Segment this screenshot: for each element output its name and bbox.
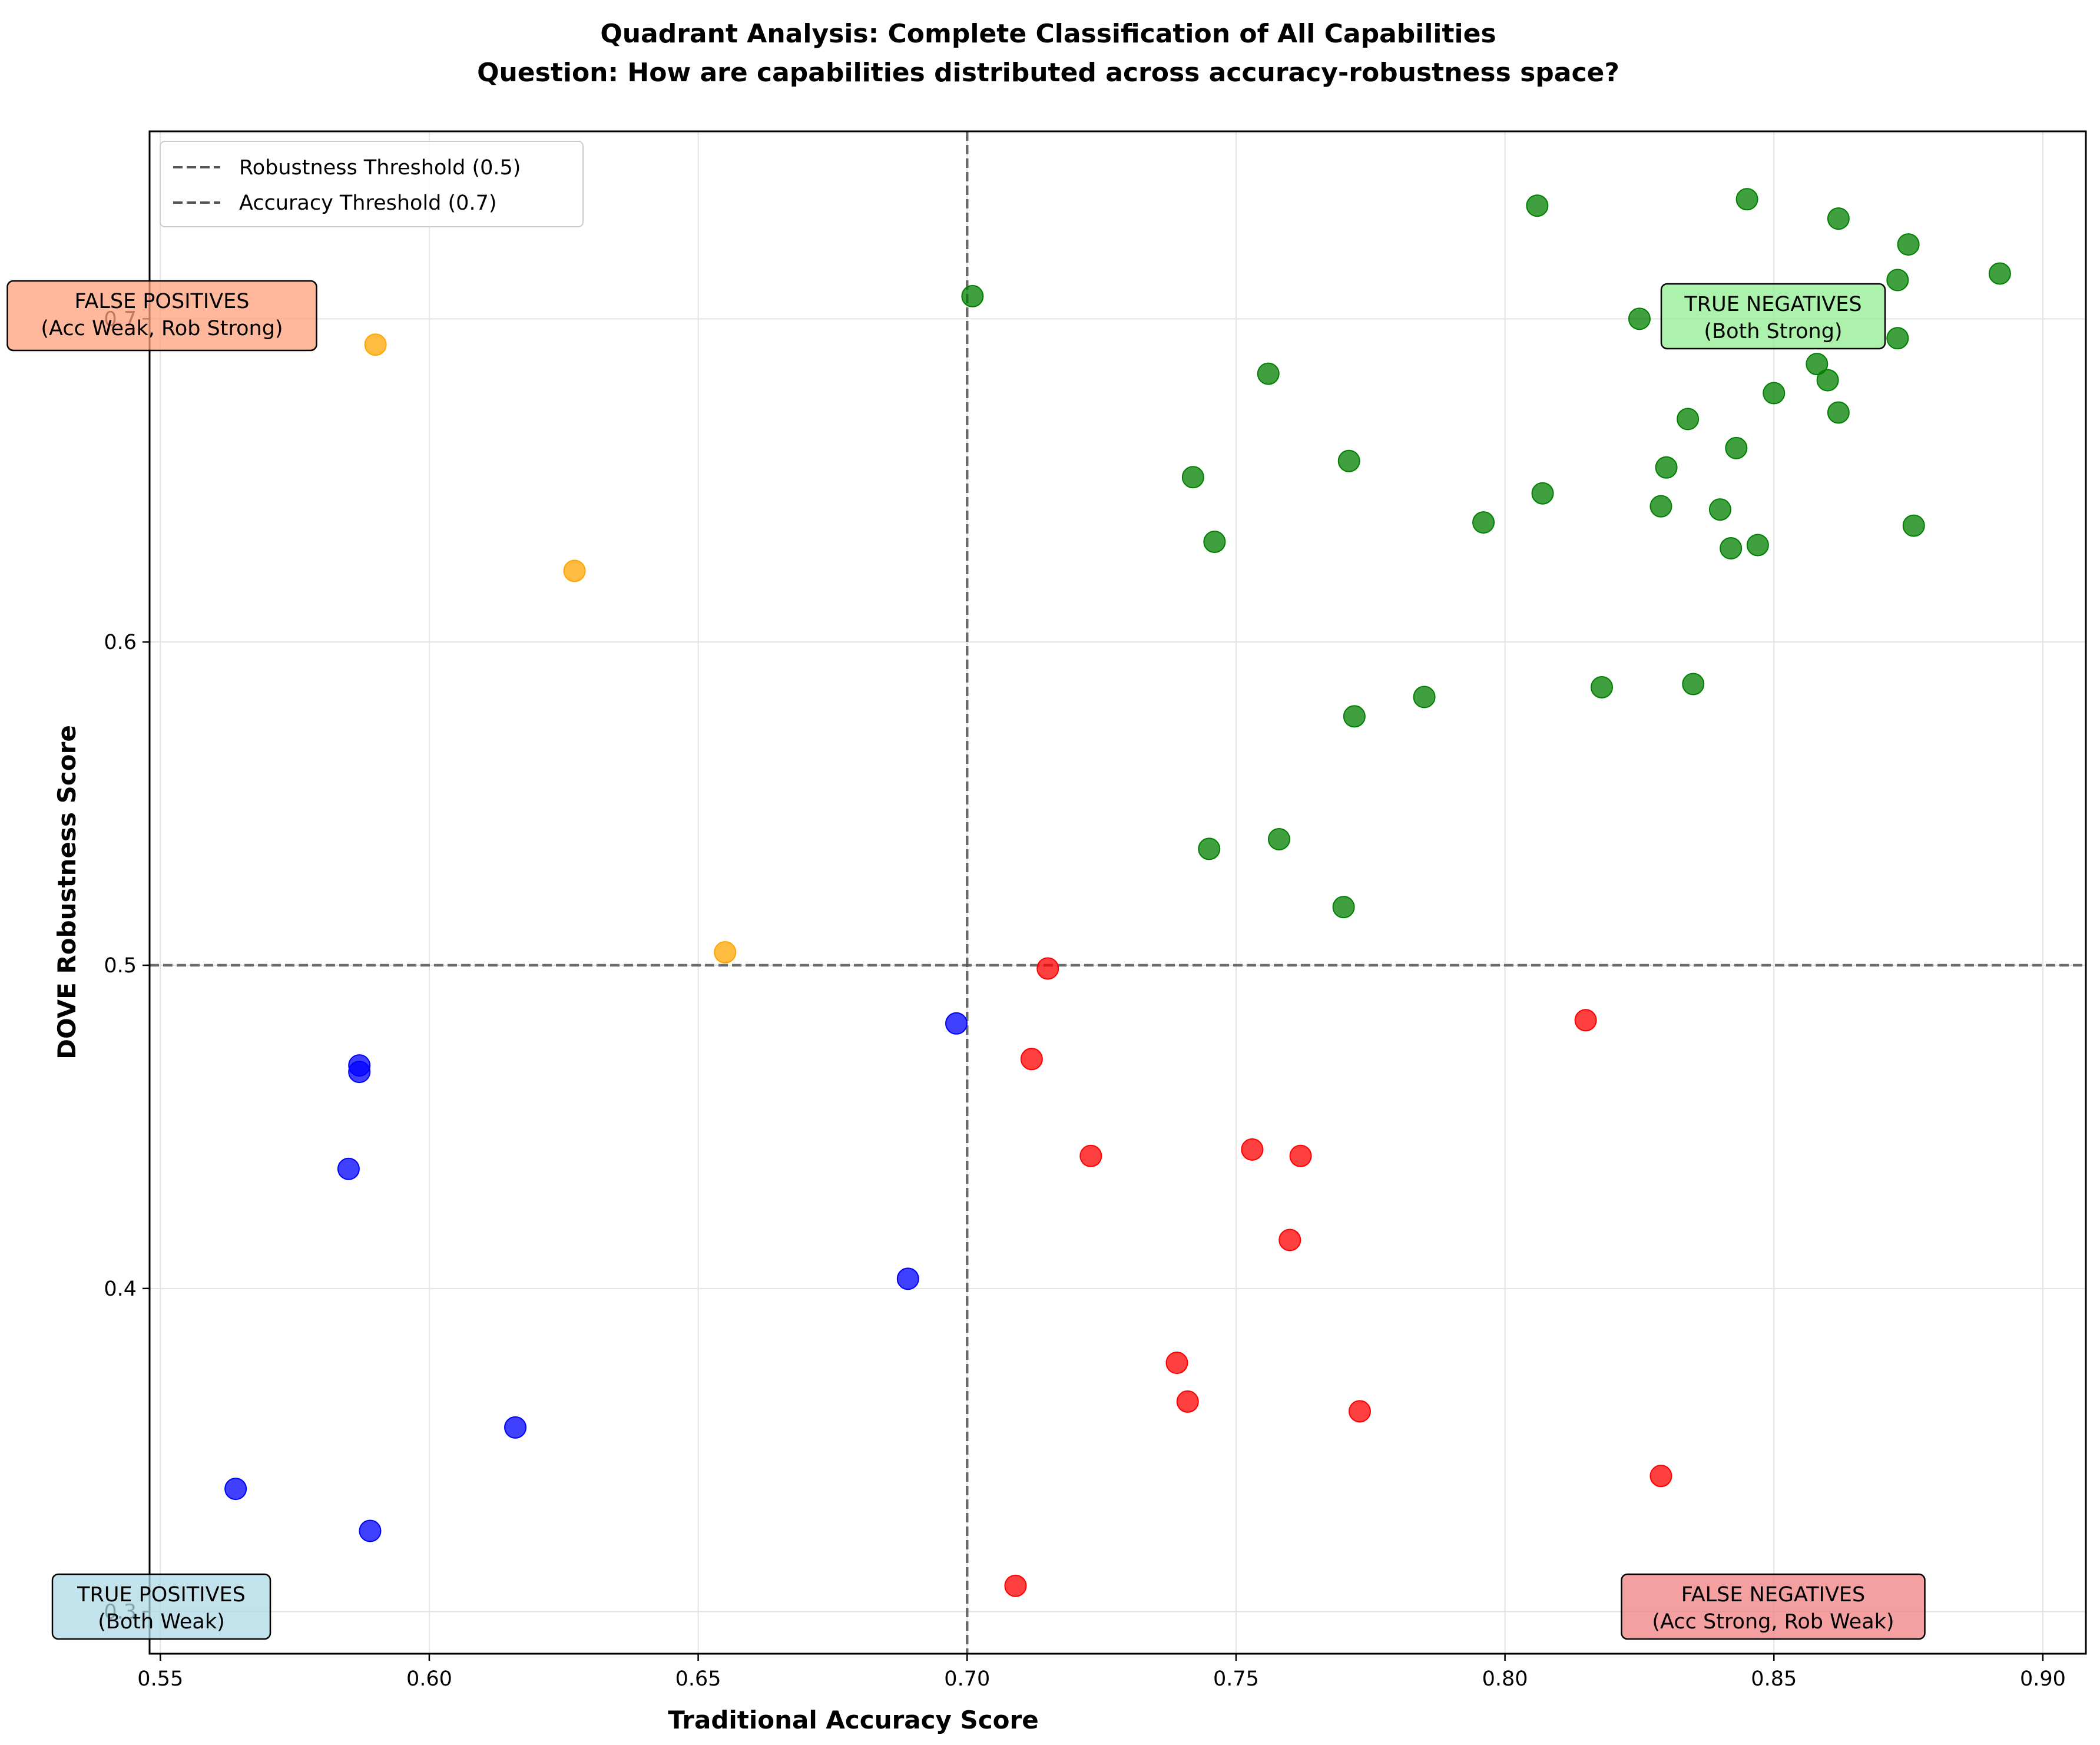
data-point [1268, 827, 1290, 850]
x-tick-label: 0.70 [944, 1667, 990, 1691]
quadrant-label-box [51, 1573, 271, 1640]
data-point [359, 1519, 382, 1542]
data-point [1988, 262, 2011, 285]
data-point [1036, 957, 1059, 980]
quadrant-label-box [1660, 283, 1886, 350]
data-point [1343, 705, 1366, 728]
legend-box [160, 141, 584, 227]
y-axis-label: DOVE Robustness Score [52, 725, 81, 1059]
data-point [1806, 353, 1829, 376]
data-point [1176, 1390, 1199, 1413]
data-point [1181, 466, 1204, 489]
y-tick-label: 0.6 [104, 631, 137, 654]
legend-label-accuracy: Accuracy Threshold (0.7) [239, 191, 497, 215]
data-point [1649, 1465, 1672, 1488]
data-point [1886, 327, 1909, 350]
data-point [1337, 449, 1360, 472]
chart-subtitle: Question: How are capabilities distribut… [477, 58, 1619, 88]
x-tick-label: 0.90 [2020, 1667, 2066, 1691]
data-point [961, 284, 984, 307]
data-point [1198, 837, 1221, 860]
legend-label-robustness: Robustness Threshold (0.5) [239, 156, 521, 180]
data-point [224, 1478, 247, 1501]
quadrant-label-title: TRUE POSITIVES [77, 1583, 246, 1607]
x-axis-label: Traditional Accuracy Score [668, 1706, 1039, 1734]
data-point [896, 1267, 919, 1290]
data-point [1720, 537, 1743, 559]
y-tick-label: 0.5 [104, 954, 137, 978]
quadrant-label-box [1621, 1573, 1926, 1640]
data-point [1165, 1352, 1188, 1375]
data-point [1816, 369, 1839, 392]
data-point [1902, 514, 1925, 537]
data-point [1897, 233, 1920, 256]
data-point [1413, 686, 1436, 708]
chart-title: Quadrant Analysis: Complete Classificati… [600, 19, 1496, 49]
data-point [348, 1061, 371, 1084]
legend: Robustness Threshold (0.5) Accuracy Thre… [160, 141, 584, 227]
quadrant-labels: FALSE POSITIVES (Acc Weak, Rob Strong) TRU… [6, 280, 1926, 1640]
data-point [1682, 673, 1705, 696]
data-point [1526, 194, 1549, 217]
data-point [337, 1157, 360, 1180]
data-point [945, 1012, 968, 1035]
quadrant-label-subtitle: (Acc Weak, Rob Strong) [41, 317, 283, 340]
data-point [1827, 207, 1850, 230]
data-point [1708, 498, 1731, 521]
data-point [1591, 676, 1613, 698]
threshold-lines [150, 131, 2086, 1654]
data-point [364, 333, 387, 356]
x-tick-label: 0.80 [1482, 1667, 1528, 1691]
x-tick-label: 0.60 [406, 1667, 452, 1691]
data-point [1655, 456, 1678, 479]
plot-frame [148, 130, 2087, 1655]
data-point [1278, 1229, 1301, 1251]
data-point [1241, 1138, 1264, 1161]
quadrant-label-title: FALSE POSITIVES [75, 290, 250, 313]
data-point [1020, 1048, 1043, 1071]
data-point [1079, 1144, 1102, 1167]
data-point [1628, 307, 1651, 330]
data-point [1257, 362, 1280, 385]
data-point [1349, 1400, 1371, 1423]
quadrant-label-top-right: TRUE NEGATIVES (Both Strong) [1660, 283, 1886, 350]
data-point [1649, 495, 1672, 518]
data-point [1763, 382, 1786, 405]
quadrant-label-subtitle: (Both Weak) [98, 1610, 225, 1634]
quadrant-label-box [6, 280, 317, 352]
data-point [1332, 896, 1355, 919]
data-point [1004, 1574, 1027, 1597]
x-tick-label: 0.65 [675, 1667, 721, 1691]
data-point [714, 941, 737, 964]
data-point [1886, 269, 1909, 292]
data-point [504, 1416, 527, 1439]
data-point [1746, 534, 1769, 557]
data-points [224, 188, 2011, 1597]
data-point [1677, 408, 1700, 431]
data-point [1472, 511, 1495, 534]
x-tick-label: 0.55 [137, 1667, 183, 1691]
data-point [1574, 1009, 1597, 1032]
quadrant-label-subtitle: (Both Strong) [1704, 320, 1842, 343]
x-tick-label: 0.75 [1213, 1667, 1259, 1691]
x-axis-ticks: 0.55 0.60 0.65 0.70 0.75 0.80 0.85 0.90 [137, 1654, 2066, 1691]
data-point [563, 559, 586, 582]
data-point [1203, 531, 1226, 554]
data-point [1289, 1144, 1312, 1167]
quadrant-label-title: TRUE NEGATIVES [1684, 293, 1861, 316]
data-point [1531, 482, 1554, 505]
quadrant-label-title: FALSE NEGATIVES [1681, 1583, 1865, 1607]
quadrant-label-subtitle: (Acc Strong, Rob Weak) [1652, 1610, 1894, 1634]
data-point [1735, 188, 1758, 211]
quadrant-label-bottom-right: FALSE NEGATIVES (Acc Strong, Rob Weak) [1621, 1573, 1926, 1640]
quadrant-label-bottom-left: TRUE POSITIVES (Both Weak) [51, 1573, 271, 1640]
y-tick-label: 0.4 [104, 1277, 137, 1301]
data-point [1827, 401, 1850, 424]
data-point [1725, 436, 1748, 459]
quadrant-label-top-left: FALSE POSITIVES (Acc Weak, Rob Strong) [6, 280, 317, 352]
x-tick-label: 0.85 [1751, 1667, 1797, 1691]
